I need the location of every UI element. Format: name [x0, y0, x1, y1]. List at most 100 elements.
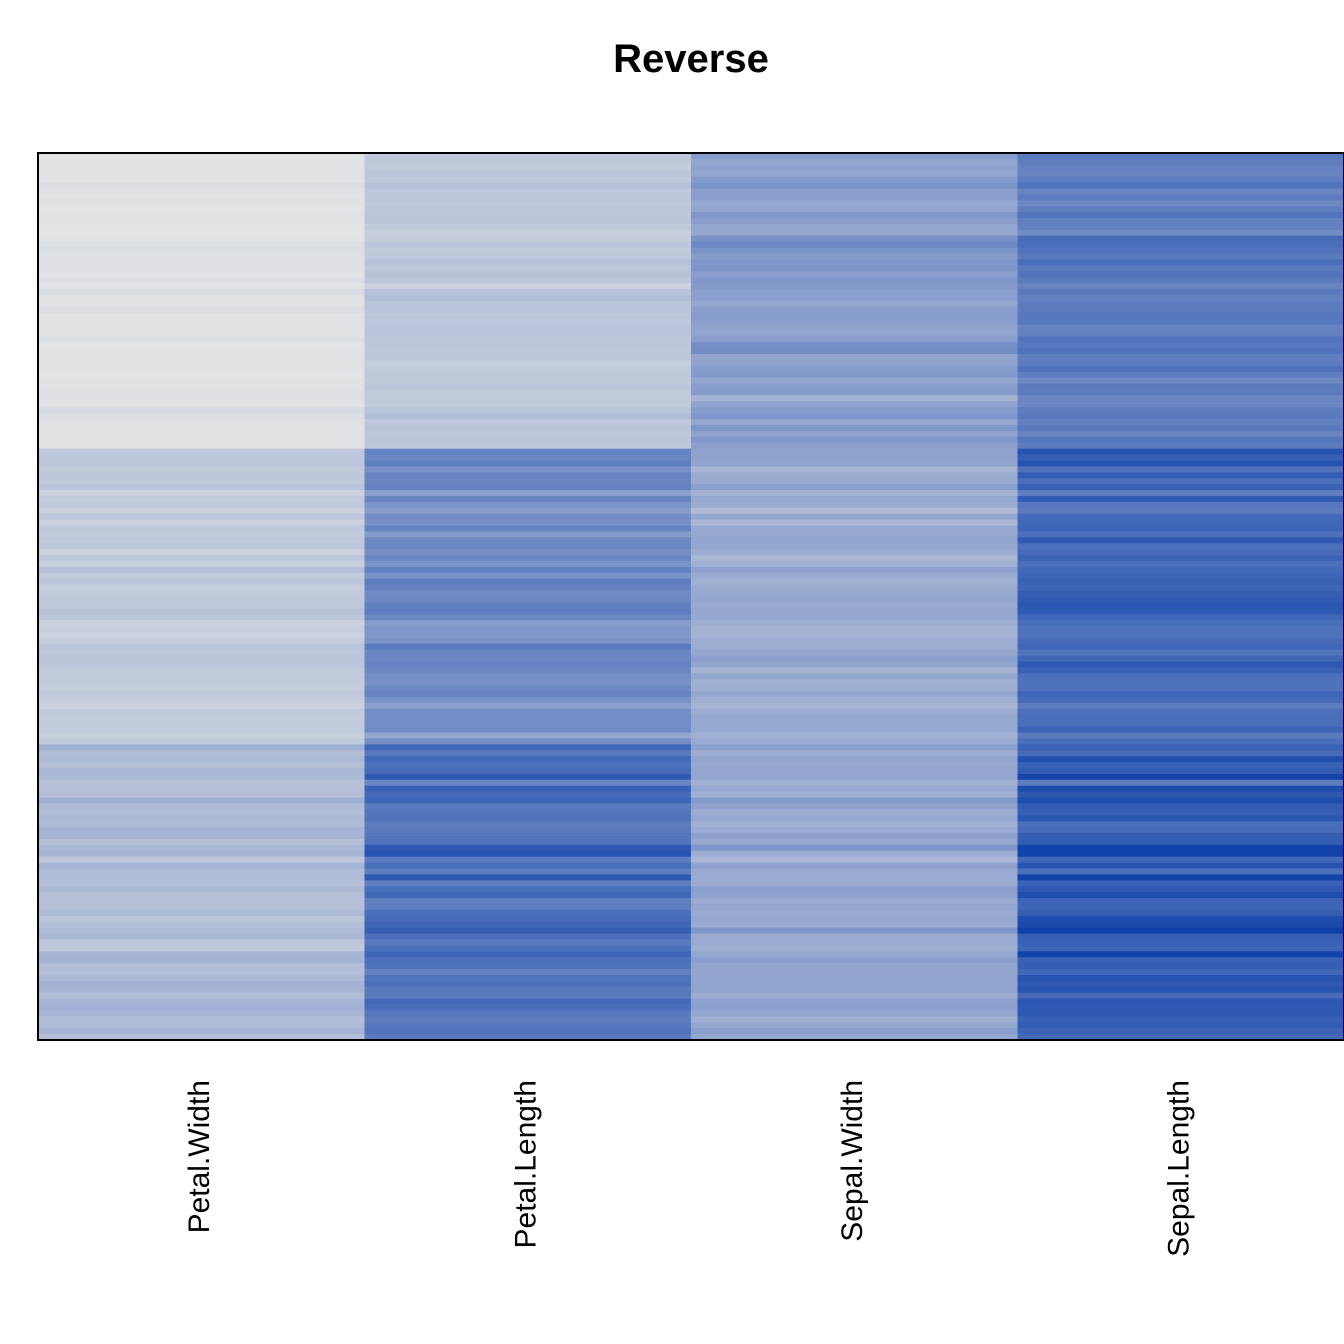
- heatmap-cell: [364, 779, 692, 787]
- heatmap-cell: [38, 980, 365, 988]
- heatmap-cell: [691, 566, 1018, 574]
- heatmap-cell: [1017, 478, 1344, 485]
- heatmap-cell: [691, 407, 1018, 414]
- heatmap-cell: [38, 626, 365, 633]
- heatmap-cell: [38, 631, 365, 639]
- heatmap-cell: [1017, 631, 1344, 639]
- heatmap-cell: [364, 277, 692, 284]
- heatmap-cell: [364, 454, 692, 461]
- heatmap-cell: [364, 838, 692, 846]
- heatmap-cell: [691, 188, 1018, 195]
- heatmap-cell: [1017, 182, 1344, 189]
- heatmap-cell: [691, 649, 1018, 657]
- heatmap-cell: [364, 377, 692, 385]
- heatmap-cell: [38, 555, 365, 562]
- heatmap-cell: [38, 531, 365, 538]
- heatmap-cell: [1017, 732, 1344, 739]
- heatmap-cell: [38, 537, 365, 544]
- heatmap-cell: [1017, 194, 1344, 201]
- heatmap-cell: [364, 939, 692, 946]
- heatmap-cell: [1017, 667, 1344, 674]
- heatmap-cell: [364, 383, 692, 391]
- heatmap-cell: [364, 164, 692, 172]
- heatmap-cell: [38, 655, 365, 663]
- heatmap-cell: [691, 744, 1018, 751]
- heatmap-cell: [38, 543, 365, 550]
- heatmap-cell: [38, 271, 365, 278]
- heatmap-cell: [691, 626, 1018, 633]
- heatmap-cell: [691, 306, 1018, 314]
- heatmap-cell: [691, 762, 1018, 769]
- heatmap-cell: [38, 572, 365, 580]
- heatmap-cell: [38, 998, 365, 1006]
- heatmap-cell: [38, 767, 365, 775]
- heatmap-cell: [1017, 442, 1344, 450]
- heatmap-cell: [364, 596, 692, 603]
- heatmap-cell: [38, 714, 365, 722]
- heatmap-cell: [691, 490, 1018, 497]
- heatmap-cell: [691, 294, 1018, 302]
- heatmap-cell: [691, 620, 1018, 627]
- heatmap-cell: [38, 153, 365, 160]
- heatmap-cell: [1017, 803, 1344, 810]
- heatmap-cell: [364, 667, 692, 674]
- heatmap-cell: [1017, 188, 1344, 195]
- heatmap-cell: [691, 974, 1018, 982]
- heatmap-cell: [1017, 484, 1344, 491]
- heatmap-cell: [38, 637, 365, 645]
- heatmap-cell: [691, 312, 1018, 320]
- heatmap-cell: [691, 318, 1018, 325]
- heatmap-cell: [691, 679, 1018, 686]
- heatmap-cell: [691, 513, 1018, 521]
- heatmap-cell: [38, 507, 365, 515]
- heatmap-cell: [364, 578, 692, 586]
- heatmap-cell: [691, 791, 1018, 799]
- heatmap-cell: [691, 371, 1018, 379]
- heatmap-cell: [38, 289, 365, 296]
- heatmap-cell: [691, 850, 1018, 858]
- heatmap-cell: [1017, 685, 1344, 692]
- heatmap-cell: [364, 756, 692, 763]
- heatmap-cell: [364, 957, 692, 964]
- heatmap-cell: [1017, 419, 1344, 426]
- heatmap-cell: [1017, 898, 1344, 905]
- heatmap-cell: [1017, 543, 1344, 550]
- heatmap-cell: [691, 271, 1018, 278]
- heatmap-cell: [691, 300, 1018, 308]
- column-label: Petal.Width: [183, 1080, 216, 1233]
- heatmap-cell: [38, 419, 365, 426]
- heatmap-cell: [691, 377, 1018, 385]
- heatmap-cell: [38, 797, 365, 804]
- heatmap-cell: [364, 442, 692, 450]
- heatmap-cell: [38, 821, 365, 828]
- heatmap-cell: [1017, 519, 1344, 527]
- heatmap-cell: [38, 833, 365, 840]
- heatmap-cell: [691, 336, 1018, 343]
- heatmap-cell: [364, 1022, 692, 1029]
- heatmap-cell: [364, 720, 692, 728]
- heatmap-cell: [1017, 762, 1344, 769]
- heatmap-cell: [364, 921, 692, 929]
- heatmap-cell: [364, 466, 692, 473]
- heatmap-cell: [1017, 158, 1344, 166]
- heatmap-cell: [1017, 679, 1344, 686]
- heatmap-cell: [1017, 555, 1344, 562]
- heatmap-cell: [691, 584, 1018, 592]
- heatmap-cell: [1017, 513, 1344, 521]
- heatmap-cell: [691, 265, 1018, 272]
- heatmap-cell: [1017, 330, 1344, 337]
- heatmap-cell: [1017, 401, 1344, 408]
- heatmap-cell: [38, 708, 365, 716]
- heatmap-cell: [364, 289, 692, 296]
- heatmap-cell: [691, 519, 1018, 527]
- heatmap-cell: [38, 750, 365, 757]
- heatmap-cell: [1017, 277, 1344, 284]
- heatmap-cell: [691, 495, 1018, 503]
- heatmap-cell: [364, 354, 692, 361]
- heatmap-cell: [38, 182, 365, 189]
- heatmap-cell: [364, 785, 692, 793]
- heatmap-cell: [38, 685, 365, 692]
- heatmap-cell: [691, 998, 1018, 1006]
- heatmap-cell: [38, 803, 365, 810]
- heatmap-cell: [364, 750, 692, 757]
